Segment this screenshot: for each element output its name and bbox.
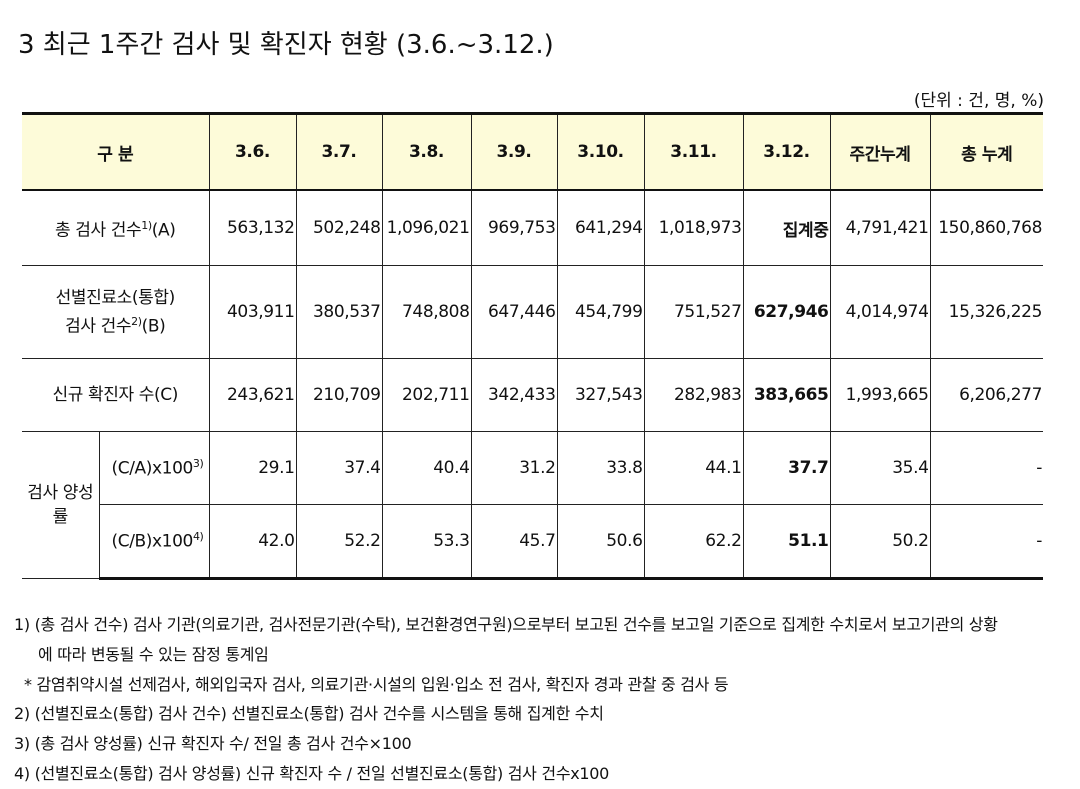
data-row: 신규 확진자 수(C) 243,621 210,709 202,711 342,433 3…	[22, 358, 1043, 432]
label-text: (C/A)x100	[111, 458, 194, 479]
data-row: 총 검사 건수1)(A) 563,132 502,248 1,096,021 969,7…	[22, 189, 1043, 266]
value-cell: 51.1	[742, 504, 831, 580]
footnote-ref: 2)	[131, 314, 142, 328]
value-cell: 35.4	[829, 431, 931, 505]
footnote-ref: 3)	[192, 457, 204, 471]
value-cell: 342,433	[470, 358, 558, 432]
header-cell: 3.9.	[470, 112, 558, 191]
value-cell: 383,665	[742, 358, 831, 432]
value-cell: 647,446	[470, 265, 558, 359]
value-cell: 37.4	[295, 431, 383, 505]
label-text: 신규 확진자 수(C)	[52, 385, 179, 405]
value-cell: 4,014,974	[829, 265, 931, 359]
value-cell: 44.1	[643, 431, 744, 505]
footnote-ref: 1)	[141, 218, 152, 232]
header-cell: 총 누계	[929, 112, 1043, 191]
footnote: 2) (선별진료소(통합) 검사 건수) 선별진료소(통합) 검사 건수를 시스…	[14, 704, 604, 724]
value-cell: 243,621	[208, 358, 297, 432]
header-cell: 3.7.	[295, 112, 383, 191]
value-cell: 380,537	[295, 265, 383, 359]
value-cell: 1,993,665	[829, 358, 931, 432]
value-cell: 502,248	[295, 189, 383, 266]
header-cell: 3.6.	[208, 112, 297, 191]
data-row: 선별진료소(통합) 검사 건수2)(B) 403,911 380,537 748,808…	[22, 265, 1043, 359]
header-cell: 주간누계	[829, 112, 931, 191]
value-cell: -	[929, 504, 1043, 580]
value-cell: 150,860,768	[929, 189, 1043, 266]
table: 구 분 3.6. 3.7. 3.8. 3.9. 3.10. 3.11. 3.12. 주간누계 총 …	[22, 112, 1043, 580]
value-cell: 751,527	[643, 265, 744, 359]
header-cell: 구 분	[22, 112, 210, 191]
footnote: * 감염취약시설 선제검사, 해외입국자 검사, 의료기관·시설의 입원·입소 …	[24, 674, 729, 694]
header-cell: 3.12.	[742, 112, 831, 191]
value-cell: 62.2	[643, 504, 744, 580]
value-cell: 327,543	[556, 358, 645, 432]
value-cell: 45.7	[470, 504, 558, 580]
value-cell: 50.6	[556, 504, 645, 580]
label-text: 선별진료소(통합)	[55, 287, 176, 308]
value-cell: 33.8	[556, 431, 645, 505]
row-label: (C/A)x1003)	[98, 431, 210, 505]
value-cell: 6,206,277	[929, 358, 1043, 432]
row-label: 신규 확진자 수(C)	[22, 358, 210, 432]
value-cell: 748,808	[381, 265, 472, 359]
label-suffix: (A)	[151, 220, 176, 241]
value-cell: 50.2	[829, 504, 931, 580]
footnote: 1) (총 검사 건수) 검사 기관(의료기관, 검사전문기관(수탁), 보건환…	[14, 615, 998, 634]
footnote: 3) (총 검사 양성률) 신규 확진자 수/ 전일 총 검사 건수×100	[14, 734, 412, 754]
unit: (단위 : 건, 명, %)	[913, 91, 1044, 111]
value-cell: 403,911	[208, 265, 297, 359]
header-row: 구 분 3.6. 3.7. 3.8. 3.9. 3.10. 3.11. 3.12. 주간누계 총 …	[22, 112, 1043, 191]
data-row: 검사 양성률 (C/A)x1003) 29.1 37.4 40.4 31.2 33.8 44.…	[22, 431, 1043, 579]
value-cell: 40.4	[381, 431, 472, 505]
footnote: 에 따라 변동될 수 있는 잠정 통계임	[38, 644, 269, 664]
header-cell: 3.11.	[643, 112, 744, 191]
row-label: (C/B)x1004)	[99, 504, 210, 580]
value-cell: -	[929, 431, 1043, 505]
label-suffix: (B)	[141, 316, 166, 337]
footnote-ref: 4)	[192, 530, 204, 544]
value-cell: 15,326,225	[929, 265, 1043, 359]
row-label: 총 검사 건수1)(A)	[22, 189, 210, 266]
header-cell: 3.10.	[556, 112, 645, 191]
value-cell: 454,799	[556, 265, 645, 359]
label-text: 총 검사 건수	[55, 220, 142, 241]
value-cell: 202,711	[381, 358, 472, 432]
value-cell: 37.7	[742, 431, 831, 505]
value-cell: 969,753	[470, 189, 558, 266]
value-cell: 52.2	[295, 504, 383, 580]
value-cell: 210,709	[295, 358, 383, 432]
notes: 1) (총 검사 건수) 검사 기관(의료기관, 검사전문기관(수탁), 보건환…	[14, 610, 998, 789]
value-cell: 282,983	[643, 358, 744, 432]
value-cell: 1,096,021	[381, 189, 472, 266]
group-label: 검사 양성률	[22, 431, 100, 579]
title: 3 최근 1주간 검사 및 확진자 현황 (3.6.~3.12.)	[18, 30, 554, 60]
value-cell: 641,294	[556, 189, 645, 266]
value-cell: 29.1	[208, 431, 297, 505]
label-text: 검사 건수	[65, 316, 132, 337]
row-label: 선별진료소(통합) 검사 건수2)(B)	[22, 265, 210, 359]
value-cell: 31.2	[470, 431, 558, 505]
value-cell: 563,132	[208, 189, 297, 266]
data-row: (C/B)x1004) 42.0 52.2 53.3 45.7 50.6 62.2 51.1 5…	[22, 504, 1043, 580]
value-cell: 53.3	[381, 504, 472, 580]
value-cell: 627,946	[742, 265, 831, 359]
label-text: (C/B)x100	[111, 531, 194, 552]
footnote: 4) (선별진료소(통합) 검사 양성률) 신규 확진자 수 / 전일 선별진료…	[14, 763, 610, 783]
value-cell: 1,018,973	[643, 189, 744, 266]
value-cell: 4,791,421	[829, 189, 931, 266]
header-cell: 3.8.	[381, 112, 472, 191]
value-cell: 42.0	[208, 504, 297, 580]
value-cell: 집계중	[742, 189, 831, 266]
